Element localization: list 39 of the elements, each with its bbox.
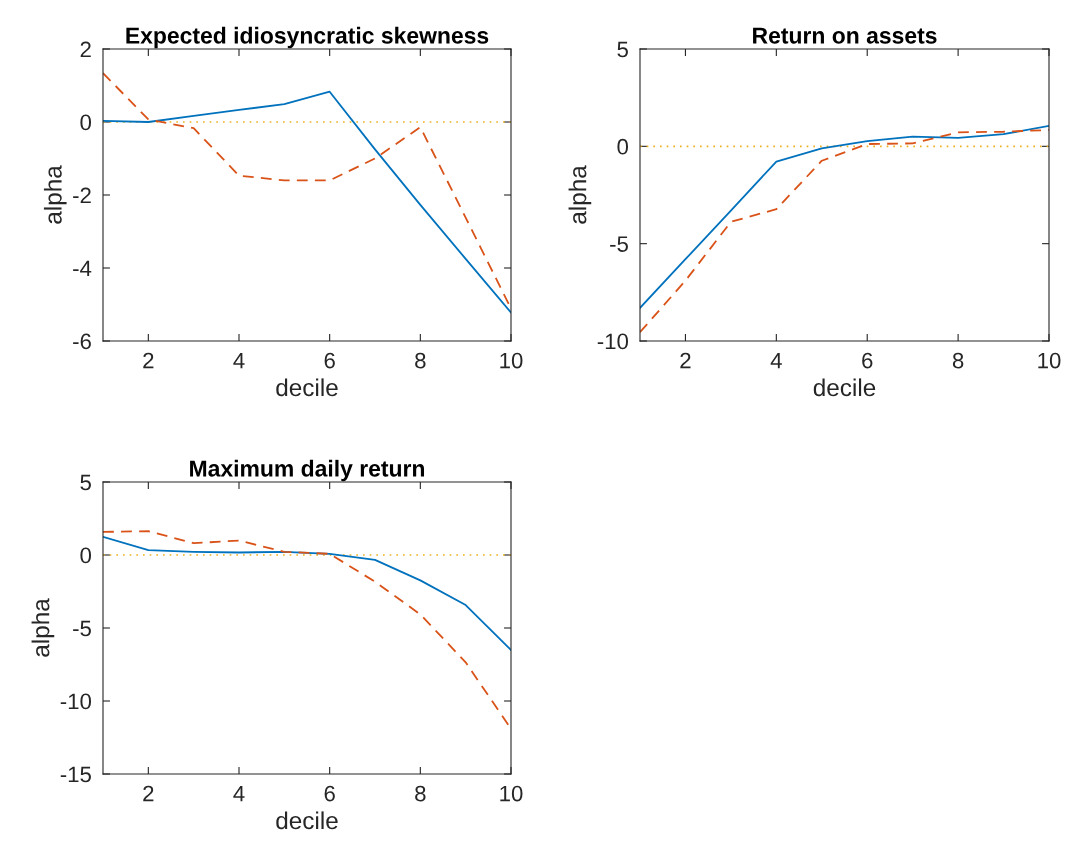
x-tick-label: 2 xyxy=(680,352,691,369)
x-tick-label: 8 xyxy=(415,352,426,369)
x-tick-label: 10 xyxy=(1038,352,1061,369)
y-tick-label: 0 xyxy=(617,138,629,155)
y-tick-label: -4 xyxy=(73,260,92,277)
x-tick-label: 2 xyxy=(143,352,154,369)
y-tick-label: -6 xyxy=(73,333,91,350)
x-tick-label: 4 xyxy=(233,352,245,369)
y-tick-label: 0 xyxy=(80,114,92,131)
x-tick-label: 8 xyxy=(415,785,426,802)
chart-title: Maximum daily return xyxy=(190,459,425,482)
x-tick-label: 2 xyxy=(143,785,154,802)
x-tick-label: 6 xyxy=(862,352,873,369)
y-tick-label: -15 xyxy=(60,766,91,783)
y-tick-label: -2 xyxy=(73,187,91,204)
y-axis-title: alpha xyxy=(568,165,592,224)
line-series xyxy=(103,535,511,651)
y-axis-title: alpha xyxy=(43,165,67,224)
y-tick-label: 5 xyxy=(80,474,91,491)
x-tick-label: 4 xyxy=(233,785,245,802)
y-tick-label: -5 xyxy=(610,236,628,252)
x-tick-label: 4 xyxy=(770,352,782,369)
x-axis-title: decile xyxy=(276,378,338,397)
x-axis-title: decile xyxy=(276,811,338,830)
x-axis-title: decile xyxy=(813,378,876,397)
y-tick-label: -10 xyxy=(60,693,92,710)
y-tick-label: 5 xyxy=(617,41,628,58)
x-tick-label: 6 xyxy=(324,785,335,802)
y-axis-title: alpha xyxy=(31,598,55,657)
x-tick-label: 10 xyxy=(500,785,523,802)
x-tick-label: 10 xyxy=(500,352,523,369)
y-tick-label: -10 xyxy=(597,333,629,350)
y-tick-label: 2 xyxy=(80,41,91,58)
chart-title: Return on assets xyxy=(753,27,937,44)
chart-title: Expected idiosyncratic skewness xyxy=(126,26,489,49)
y-tick-label: -5 xyxy=(73,620,91,637)
x-tick-label: 8 xyxy=(952,352,964,369)
y-tick-label: 0 xyxy=(80,547,92,564)
x-tick-label: 6 xyxy=(324,352,335,369)
